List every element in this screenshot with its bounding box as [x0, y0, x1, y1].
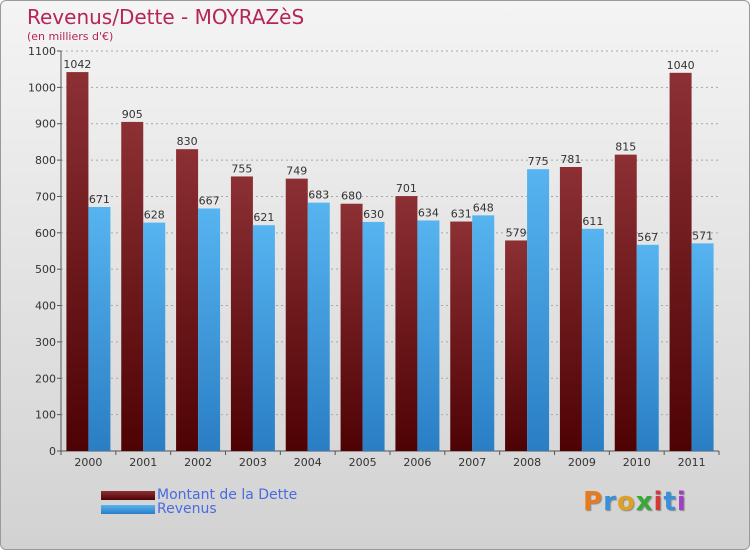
legend-item-dette: Montant de la Dette	[101, 488, 297, 502]
bar-revenus	[252, 225, 275, 451]
x-tick-label: 2011	[678, 456, 706, 469]
bar-revenus	[691, 243, 714, 451]
bar-revenus	[417, 220, 440, 451]
bar-revenus	[143, 222, 166, 451]
data-label-revenus: 611	[582, 215, 603, 228]
y-tick-label: 600	[35, 227, 56, 240]
data-label-revenus: 671	[89, 193, 110, 206]
bar-dette	[66, 72, 89, 451]
data-label-dette: 781	[560, 153, 581, 166]
bar-dette	[121, 121, 144, 451]
x-tick-label: 2001	[129, 456, 157, 469]
data-label-revenus: 621	[253, 211, 274, 224]
bar-revenus	[362, 221, 385, 451]
bar-dette	[340, 203, 363, 451]
data-label-dette: 1042	[63, 58, 91, 71]
bar-revenus	[581, 228, 604, 451]
data-label-revenus: 667	[199, 194, 220, 207]
bar-dette	[450, 221, 473, 451]
x-tick-label: 2010	[623, 456, 651, 469]
chart-title: Revenus/Dette - MOYRAZèS	[27, 5, 305, 29]
data-label-dette: 631	[451, 208, 472, 221]
data-label-revenus: 567	[637, 231, 658, 244]
bar-revenus	[88, 207, 111, 451]
x-tick-label: 2009	[568, 456, 596, 469]
y-tick-label: 700	[35, 190, 56, 203]
legend: Montant de la Dette Revenus	[101, 488, 297, 516]
proxiti-logo: Proxiti	[583, 487, 687, 517]
axes	[57, 50, 720, 455]
x-tick-label: 2007	[458, 456, 486, 469]
data-label-revenus: 628	[144, 209, 165, 222]
bar-dette	[230, 176, 253, 452]
bar-revenus	[198, 208, 221, 451]
data-label-revenus: 775	[528, 155, 549, 168]
data-label-revenus: 571	[692, 229, 713, 242]
y-tick-label: 1000	[28, 81, 56, 94]
x-tick-label: 2006	[403, 456, 431, 469]
x-tick-label: 2000	[74, 456, 102, 469]
data-label-revenus: 683	[308, 189, 329, 202]
y-tick-label: 200	[35, 372, 56, 385]
x-tick-label: 2005	[349, 456, 377, 469]
data-label-revenus: 630	[363, 208, 384, 221]
legend-label-revenus: Revenus	[157, 501, 217, 517]
bar-dette	[505, 240, 528, 451]
bar-revenus	[307, 202, 330, 451]
data-label-dette: 815	[615, 141, 636, 154]
bar-dette	[614, 154, 637, 452]
x-tick-label: 2002	[184, 456, 212, 469]
y-tick-label: 100	[35, 409, 56, 422]
y-tick-label: 900	[35, 118, 56, 131]
data-label-dette: 701	[396, 182, 417, 195]
legend-swatch-dette	[101, 490, 155, 500]
bar-revenus	[527, 169, 550, 451]
x-tick-label: 2004	[294, 456, 322, 469]
data-label-dette: 905	[122, 108, 143, 121]
data-label-revenus: 634	[418, 206, 439, 219]
y-tick-label: 800	[35, 154, 56, 167]
bar-dette	[395, 196, 418, 451]
bar-revenus	[472, 215, 495, 451]
data-label-revenus: 648	[473, 201, 494, 214]
data-label-dette: 579	[506, 226, 527, 239]
bar-revenus	[636, 244, 659, 451]
x-tick-label: 2008	[513, 456, 541, 469]
bar-dette	[669, 72, 692, 452]
legend-item-revenus: Revenus	[101, 502, 297, 516]
bar-dette	[559, 167, 582, 451]
legend-swatch-revenus	[101, 504, 155, 514]
x-tick-label: 2003	[239, 456, 267, 469]
data-label-dette: 1040	[667, 59, 695, 72]
y-tick-label: 400	[35, 300, 56, 313]
bar-dette	[285, 178, 308, 452]
y-tick-label: 300	[35, 336, 56, 349]
y-tick-label: 1100	[28, 45, 56, 58]
y-tick-label: 500	[35, 263, 56, 276]
data-label-dette: 755	[231, 162, 252, 175]
chart-subtitle: (en milliers d'€)	[27, 30, 114, 43]
data-label-dette: 830	[177, 135, 198, 148]
data-label-dette: 680	[341, 190, 362, 203]
legend-label-dette: Montant de la Dette	[157, 487, 298, 503]
labels: 0 100 200 300 400 500 600 700 800 900 1000 1100 1042…	[28, 45, 713, 469]
bars	[66, 72, 714, 452]
y-tick-label: 0	[49, 445, 56, 458]
data-label-dette: 749	[286, 165, 307, 178]
bar-dette	[176, 149, 199, 451]
